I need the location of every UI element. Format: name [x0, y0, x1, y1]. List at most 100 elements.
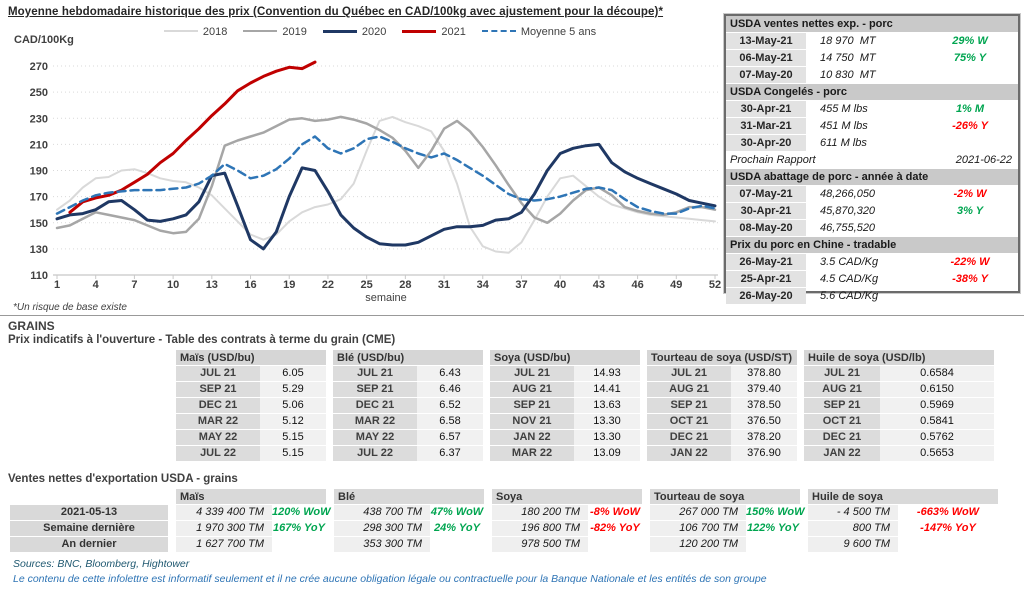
- cme-contract-price: 376.90: [731, 446, 797, 461]
- cme-contract-price: 6.52: [417, 398, 483, 413]
- y-tick-label: 150: [30, 218, 48, 230]
- x-tick-label: 16: [244, 279, 256, 291]
- panel-row-change: [924, 288, 1016, 304]
- x-tick-label: 4: [93, 279, 100, 291]
- cme-contract-price: 14.41: [574, 382, 640, 397]
- panel-row-date: 26-May-21: [726, 254, 806, 270]
- cme-contract-month: MAY 22: [333, 430, 417, 445]
- sources-line: Sources: BNC, Bloomberg, Hightower: [13, 558, 190, 570]
- cme-contract-month: JAN 22: [490, 430, 574, 445]
- x-tick-label: 40: [554, 279, 566, 291]
- cme-contract-price: 0.6584: [880, 366, 994, 381]
- y-axis-unit-label: CAD/100Kg: [14, 34, 74, 46]
- export-row: 298 300 TM 24% YoY: [334, 521, 484, 537]
- cme-contract-price: 6.05: [260, 366, 326, 381]
- export-volume: 4 339 400 TM: [176, 505, 272, 520]
- x-tick-label: 52: [709, 279, 721, 291]
- export-change: [272, 537, 326, 552]
- x-tick-label: 25: [361, 279, 373, 291]
- panel-section-header: USDA Congelés - porc: [726, 84, 1018, 101]
- usda-pork-panel: USDA ventes nettes exp. - porc 13-May-21 1…: [724, 14, 1020, 305]
- x-tick-label: 28: [399, 279, 411, 291]
- export-row: 267 000 TM 150% WoW: [650, 505, 804, 521]
- y-axis-labels: 110 130 150 170 190 210 230 250 270: [30, 61, 48, 282]
- panel-row-value: 3.5 CAD/Kg: [820, 256, 879, 268]
- x-tick-label: 31: [438, 279, 450, 291]
- cme-futures-table: Maïs (USD/bu) JUL 21 6.05 SEP 21 5.29 DEC 21 5…: [176, 350, 994, 462]
- panel-row-value: 5.6 CAD/Kg: [820, 290, 879, 302]
- panel-row-date: 08-May-20: [726, 220, 806, 236]
- export-row: 438 700 TM 47% WoW: [334, 505, 484, 521]
- cme-contract-month: SEP 21: [176, 382, 260, 397]
- cme-contract-month: OCT 21: [647, 414, 731, 429]
- panel-row-date: 25-Apr-21: [726, 271, 806, 287]
- panel-row: 30-Apr-21 455 M lbs 1% M: [726, 101, 1018, 118]
- export-group-header: Huile de soya: [808, 489, 998, 505]
- cme-contract-month: DEC 21: [647, 430, 731, 445]
- cme-contract-month: SEP 21: [647, 398, 731, 413]
- x-tick-label: 49: [670, 279, 682, 291]
- legend-swatch-icon: [322, 29, 357, 33]
- export-group: Tourteau de soya 267 000 TM 150% WoW 106 70…: [650, 489, 804, 553]
- cme-group: Soya (USD/bu) JUL 21 14.93 AUG 21 14.41 SEP 2…: [490, 350, 640, 462]
- legend-item-2019: 2019: [243, 26, 307, 38]
- cme-contract-price: 13.63: [574, 398, 640, 413]
- cme-group: Huile de soya (USD/lb) JUL 21 0.6584 AUG 21…: [804, 350, 994, 462]
- panel-row-value: 18 970 MT: [820, 35, 876, 47]
- panel-row-date: 07-May-20: [726, 67, 806, 83]
- series-line-2020: [55, 142, 717, 251]
- cme-group-header: Huile de soya (USD/lb): [804, 350, 994, 366]
- x-tick-label: 43: [593, 279, 605, 291]
- legend-label: 2019: [282, 26, 307, 38]
- x-tick-label: 22: [322, 279, 334, 291]
- panel-section-header: Prix du porc en Chine - tradable: [726, 237, 1018, 254]
- cme-contract-month: SEP 21: [490, 398, 574, 413]
- export-volume: 180 200 TM: [492, 505, 588, 520]
- panel-row-change: -2% W: [953, 188, 987, 200]
- cme-contract-month: AUG 21: [490, 382, 574, 397]
- legend-label: Moyenne 5 ans: [520, 26, 597, 38]
- panel-row-value: 451 M lbs: [820, 120, 868, 132]
- export-row: 120 200 TM: [650, 537, 800, 553]
- panel-row-date: 31-Mar-21: [726, 118, 806, 134]
- export-volume: 196 800 TM: [492, 521, 588, 536]
- y-tick-label: 230: [30, 113, 48, 125]
- panel-row-change: 3% Y: [956, 205, 984, 217]
- cme-row: JAN 22 13.30: [490, 430, 640, 446]
- cme-contract-month: JUL 21: [333, 366, 417, 381]
- export-change: [746, 537, 800, 552]
- cme-contract-month: JUL 21: [647, 366, 731, 381]
- panel-row-change: 29% W: [952, 35, 988, 47]
- cme-row: JUL 21 378.80: [647, 366, 797, 382]
- panel-row: 26-May-20 5.6 CAD/Kg: [726, 288, 1018, 305]
- cme-row: OCT 21 376.50: [647, 414, 797, 430]
- cme-table-title: Prix indicatifs à l'ouverture - Table de…: [8, 334, 396, 346]
- export-row-label: An dernier: [10, 537, 168, 553]
- panel-row-value: 455 M lbs: [820, 103, 868, 115]
- panel-row-change: [924, 67, 1016, 83]
- export-change: [430, 537, 484, 552]
- cme-contract-month: JUL 22: [333, 446, 417, 461]
- panel-row-change: [924, 220, 1016, 236]
- cme-contract-month: JAN 22: [804, 446, 880, 461]
- cme-contract-month: DEC 21: [804, 430, 880, 445]
- cme-contract-month: OCT 21: [804, 414, 880, 429]
- cme-contract-price: 13.09: [574, 446, 640, 461]
- y-tick-label: 110: [30, 270, 48, 282]
- series-line-moyenne-5-ans: [55, 135, 717, 215]
- cme-contract-price: 6.58: [417, 414, 483, 429]
- series-line-2019: [55, 115, 717, 235]
- panel-section-header: USDA ventes nettes exp. - porc: [726, 16, 1018, 33]
- export-volume: 800 TM: [808, 521, 898, 536]
- y-tick-label: 270: [30, 61, 48, 73]
- cme-group-header: Tourteau de soya (USD/ST): [647, 350, 797, 366]
- cme-contract-price: 6.43: [417, 366, 483, 381]
- export-volume: 106 700 TM: [650, 521, 746, 536]
- price-chart: CAD/100Kg 2018 2019 2020 2021 Moyenne 5 ans …: [0, 20, 724, 305]
- panel-row: 13-May-21 18 970 MT 29% W: [726, 33, 1018, 50]
- cme-group: Tourteau de soya (USD/ST) JUL 21 378.80 AUG…: [647, 350, 797, 462]
- cme-contract-month: MAY 22: [176, 430, 260, 445]
- panel-row: 26-May-21 3.5 CAD/Kg -22% W: [726, 254, 1018, 271]
- cme-row: SEP 21 13.63: [490, 398, 640, 414]
